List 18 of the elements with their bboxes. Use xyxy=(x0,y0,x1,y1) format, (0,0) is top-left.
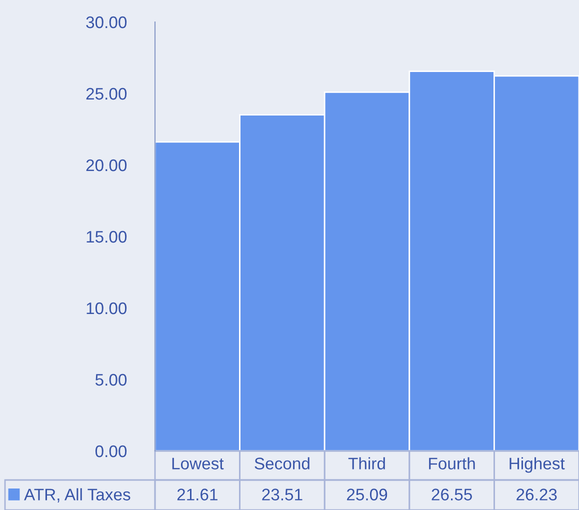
y-tick-label: 10.00 xyxy=(86,302,127,314)
x-tick-label: Lowest xyxy=(172,458,224,470)
text: ATR, All Taxes xyxy=(24,488,130,502)
data-label: 26.23 xyxy=(516,488,557,500)
y-tick-label: 0.00 xyxy=(95,445,127,458)
data-label: 26.55 xyxy=(432,488,472,500)
x-tick-label: Third xyxy=(348,457,385,470)
y-tick-label: 25.00 xyxy=(86,88,127,100)
x-tick-label: Fourth xyxy=(429,457,475,470)
x-tick-label: Second xyxy=(254,457,310,470)
x-tick-label: Highest xyxy=(510,457,565,473)
data-label: 21.61 xyxy=(177,488,218,500)
y-tick-label: 15.00 xyxy=(86,230,127,243)
data-label: 25.09 xyxy=(346,488,388,500)
y-tick-label: 20.00 xyxy=(86,159,127,172)
y-tick-label: 30.00 xyxy=(86,16,127,28)
y-tick-label: 5.00 xyxy=(95,374,127,386)
data-label: 23.51 xyxy=(262,488,302,500)
